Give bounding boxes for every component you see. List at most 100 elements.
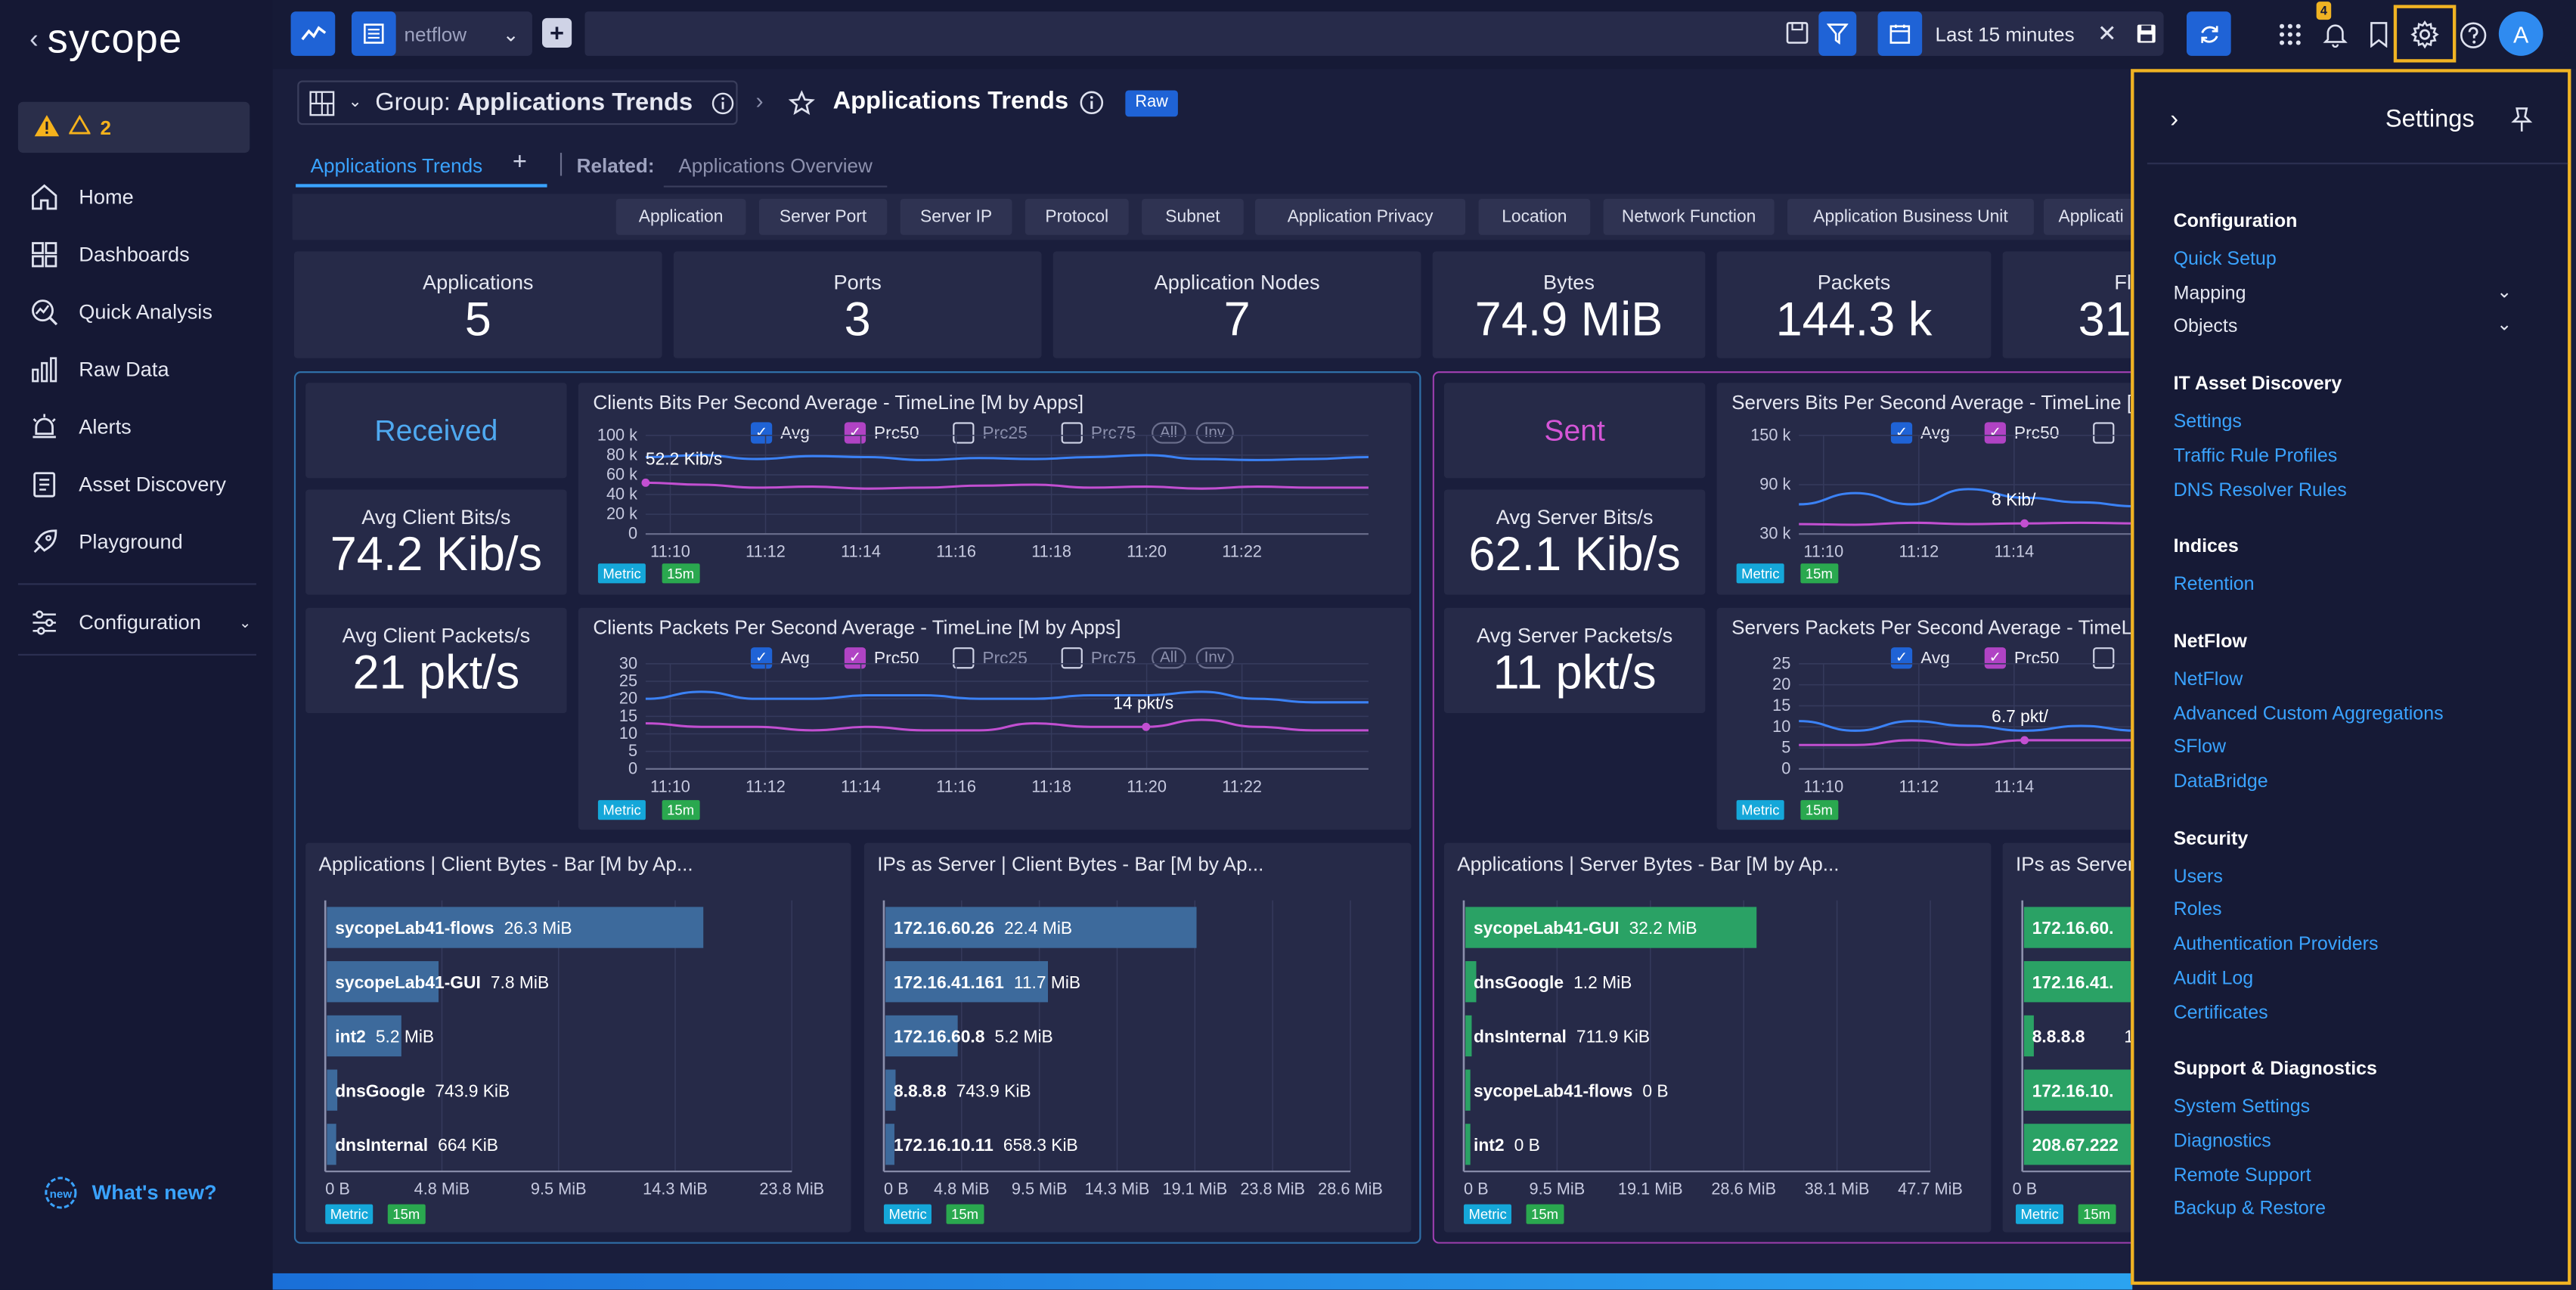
collapse-icon[interactable]: ‹ (29, 25, 39, 54)
settings-item-settings[interactable]: Settings (2174, 413, 2512, 433)
sidebar-item-asset-discovery[interactable]: Asset Discovery (29, 470, 259, 499)
legend-prc50[interactable]: ✓ Prc50 (1984, 422, 2059, 444)
settings-item-system-settings[interactable]: System Settings (2174, 1098, 2512, 1118)
save-icon[interactable] (2137, 23, 2158, 44)
legend-prc50[interactable]: ✓ Prc50 (844, 422, 919, 444)
settings-item-retention[interactable]: Retention (2174, 575, 2512, 595)
legend-all-toggle[interactable]: All (1152, 647, 1186, 669)
legend-prc75[interactable]: Prc75 (1061, 647, 1136, 669)
settings-item-quick-setup[interactable]: Quick Setup (2174, 250, 2512, 269)
filter-chip[interactable]: Network Function (1603, 198, 1775, 235)
legend-prc25[interactable] (2093, 422, 2115, 444)
sidebar-item-quick-analysis[interactable]: Quick Analysis (29, 297, 259, 327)
settings-item-dns-resolver-rules[interactable]: DNS Resolver Rules (2174, 481, 2512, 501)
title-info-button[interactable] (1080, 91, 1105, 123)
settings-item-users[interactable]: Users (2174, 867, 2512, 887)
settings-item-databridge[interactable]: DataBridge (2174, 772, 2512, 792)
settings-item-mapping[interactable]: Mapping ⌄ (2174, 282, 2512, 303)
servers-packets-chart-card: Servers Packets Per Second Average - Tim… (1716, 607, 2144, 830)
notifications-button[interactable] (2318, 18, 2351, 51)
pin-button[interactable] (2510, 107, 2533, 141)
refresh-button[interactable] (2186, 11, 2231, 56)
source-value: netflow (404, 22, 467, 45)
info-icon[interactable] (711, 91, 733, 114)
logo[interactable]: ‹ sycope (29, 17, 182, 64)
legend-prc50[interactable]: ✓ Prc50 (1984, 647, 2059, 669)
filter-icon (1827, 23, 1849, 45)
sidebar-item-configuration[interactable]: Configuration ⌄ (29, 608, 251, 637)
kpi-value: 3 (844, 293, 871, 347)
settings-button[interactable] (2393, 5, 2457, 63)
legend-avg[interactable]: ✓ Avg (750, 422, 810, 444)
legend-all-toggle[interactable]: All (1152, 422, 1186, 444)
filter-chip[interactable]: Subnet (1142, 198, 1244, 235)
filter-chip[interactable]: Application Business Unit (1787, 198, 2034, 235)
settings-item-authentication-providers[interactable]: Authentication Providers (2174, 935, 2512, 955)
pulse-button[interactable] (290, 11, 336, 56)
settings-item-sflow[interactable]: SFlow (2174, 738, 2512, 758)
filter-chip[interactable]: Server Port (758, 198, 888, 235)
clear-icon[interactable]: ✕ (2097, 20, 2117, 46)
sidebar-item-playground[interactable]: Playground (29, 527, 259, 557)
settings-item-traffic-rule-profiles[interactable]: Traffic Rule Profiles (2174, 447, 2512, 467)
settings-item-roles[interactable]: Roles (2174, 901, 2512, 921)
settings-item-certificates[interactable]: Certificates (2174, 1003, 2512, 1022)
settings-item-objects[interactable]: Objects ⌄ (2174, 316, 2512, 337)
kpi-card: Ports 3 (673, 251, 1042, 358)
bar-label: int2 0 B (1474, 1135, 1540, 1155)
add-tab-button[interactable]: + (512, 147, 527, 176)
legend-avg[interactable]: ✓ Avg (750, 647, 810, 669)
filter-chip[interactable]: Location (1478, 198, 1591, 235)
filter-chip[interactable]: Protocol (1025, 198, 1129, 235)
sidebar-item-dashboards[interactable]: Dashboards (29, 240, 259, 269)
filter-button[interactable] (1818, 11, 1857, 56)
legend-prc50[interactable]: ✓ Prc50 (844, 647, 919, 669)
legend-avg[interactable]: ✓ Avg (1890, 647, 1950, 669)
sidebar-item-home[interactable]: Home (29, 182, 259, 212)
add-button[interactable]: + (542, 17, 572, 48)
filter-chip[interactable]: Application Privacy (1255, 198, 1466, 235)
raw-badge[interactable]: Raw (1125, 90, 1178, 117)
legend-inv-toggle[interactable]: Inv (1195, 422, 1234, 444)
apps-grid-button[interactable] (2274, 18, 2306, 51)
settings-section-heading: Indices (2173, 537, 2239, 557)
tab-applications-overview[interactable]: Applications Overview (663, 154, 888, 188)
save-query-button[interactable] (1784, 20, 1811, 46)
bar (885, 961, 1049, 1003)
page-title: Applications Trends (832, 87, 1069, 116)
collapse-panel-button[interactable]: › (2170, 105, 2178, 133)
settings-item-label: SFlow (2173, 738, 2227, 758)
settings-item-remote-support[interactable]: Remote Support (2174, 1166, 2512, 1186)
tab-applications-trends[interactable]: Applications Trends (296, 154, 547, 188)
avg-server-bits-card: Avg Server Bits/s 62.1 Kib/s (1443, 489, 1706, 595)
filter-chip[interactable]: Application (615, 198, 746, 235)
sidebar-item-alerts[interactable]: Alerts (29, 412, 259, 442)
filter-chip[interactable]: Server IP (900, 198, 1012, 235)
legend-prc25[interactable]: Prc25 (953, 647, 1028, 669)
avatar[interactable]: A (2498, 11, 2543, 56)
group-selector[interactable]: ⌄ Group: Applications Trends (297, 80, 738, 126)
source-selector[interactable]: netflow ⌄ (351, 11, 532, 56)
time-range-selector[interactable]: Last 15 minutes ✕ (1877, 11, 2164, 56)
settings-item-audit-log[interactable]: Audit Log (2174, 969, 2512, 989)
favorite-button[interactable] (788, 90, 815, 126)
help-button[interactable] (2456, 18, 2488, 51)
settings-item-netflow[interactable]: NetFlow (2174, 670, 2512, 690)
legend-prc25[interactable]: Prc25 (953, 422, 1028, 444)
bar-category: 172.16.60. (2032, 918, 2114, 938)
settings-item-label: Quick Setup (2173, 250, 2277, 270)
filter-chip[interactable]: Applicati (2043, 198, 2143, 235)
legend-label: Prc25 (982, 648, 1028, 668)
whats-new-link[interactable]: new What's new? (42, 1175, 217, 1211)
legend-inv-toggle[interactable]: Inv (1195, 647, 1234, 669)
legend-avg[interactable]: ✓ Avg (1890, 422, 1950, 444)
bookmarks-button[interactable] (2362, 18, 2395, 51)
legend-prc75[interactable]: Prc75 (1061, 422, 1136, 444)
kpi-label: Packets (1817, 271, 1891, 294)
settings-item-backup-restore[interactable]: Backup & Restore (2174, 1200, 2512, 1220)
sidebar-item-raw-data[interactable]: Raw Data (29, 355, 259, 384)
settings-item-diagnostics[interactable]: Diagnostics (2174, 1132, 2512, 1152)
alerts-summary[interactable]: 2 (17, 101, 250, 153)
legend-prc25[interactable] (2093, 647, 2115, 669)
settings-item-advanced-custom-aggregations[interactable]: Advanced Custom Aggregations (2174, 704, 2512, 724)
